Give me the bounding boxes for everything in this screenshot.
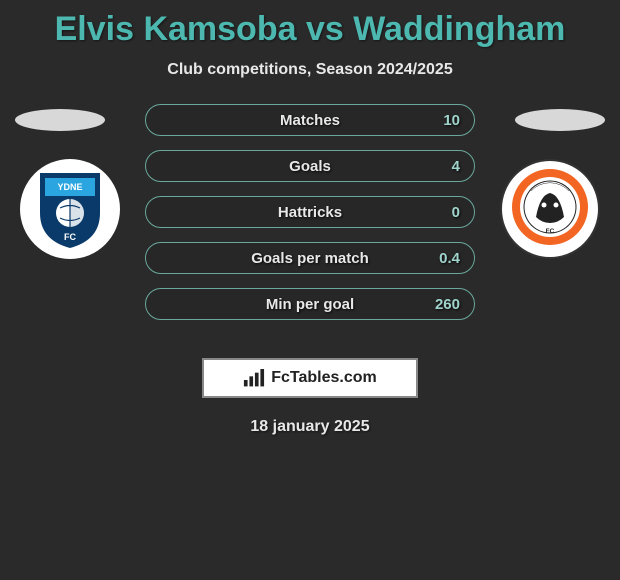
stat-rows: Matches 10 Goals 4 Hattricks 0 Goals per… [145, 104, 475, 334]
subtitle: Club competitions, Season 2024/2025 [0, 61, 620, 79]
source-label: FcTables.com [271, 369, 377, 387]
player-slot-right [515, 109, 605, 131]
stat-label: Goals per match [251, 250, 369, 267]
svg-text:FC: FC [64, 232, 76, 242]
club-crest-right: FC [500, 159, 600, 259]
stat-label: Hattricks [278, 204, 342, 221]
stat-label: Goals [289, 158, 331, 175]
stat-row: Goals per match 0.4 [145, 242, 475, 274]
source-badge[interactable]: FcTables.com [202, 358, 418, 398]
stat-label: Min per goal [266, 296, 354, 313]
stat-row: Matches 10 [145, 104, 475, 136]
sydney-fc-crest-icon: YDNE FC [35, 168, 105, 250]
stat-row: Min per goal 260 [145, 288, 475, 320]
brisbane-roar-crest-icon: FC [510, 167, 590, 252]
stat-right-value: 0.4 [439, 250, 474, 267]
stat-label: Matches [280, 112, 340, 129]
stat-row: Hattricks 0 [145, 196, 475, 228]
comparison-panel: YDNE FC FC Matches 10 [0, 104, 620, 354]
svg-text:YDNE: YDNE [57, 182, 82, 192]
page-title: Elvis Kamsoba vs Waddingham [0, 0, 620, 49]
stat-right-value: 260 [435, 296, 474, 313]
stat-right-value: 4 [452, 158, 474, 175]
stat-right-value: 0 [452, 204, 474, 221]
bar-chart-icon [243, 369, 265, 387]
player-slot-left [15, 109, 105, 131]
svg-text:FC: FC [546, 228, 555, 235]
stat-right-value: 10 [443, 112, 474, 129]
stat-row: Goals 4 [145, 150, 475, 182]
date-label: 18 january 2025 [0, 418, 620, 436]
club-crest-left: YDNE FC [20, 159, 120, 259]
